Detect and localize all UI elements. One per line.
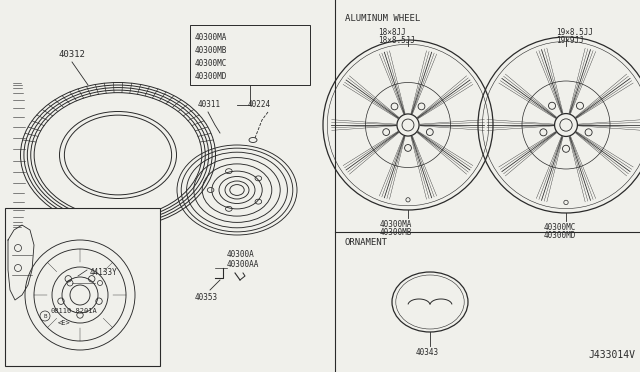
Text: 40300MA: 40300MA (380, 220, 412, 229)
Text: B: B (43, 314, 47, 318)
Text: 18×8JJ: 18×8JJ (378, 28, 406, 37)
Text: 44133Y: 44133Y (90, 268, 118, 277)
Text: 18×8.5JJ: 18×8.5JJ (378, 36, 415, 45)
Text: 40300MB: 40300MB (380, 228, 412, 237)
Text: 40300MC: 40300MC (544, 223, 577, 232)
Text: 40300MA: 40300MA (195, 33, 227, 42)
Text: 40312: 40312 (58, 50, 85, 59)
Ellipse shape (392, 272, 468, 332)
Text: ORNAMENT: ORNAMENT (345, 238, 388, 247)
Text: 19×9JJ: 19×9JJ (556, 36, 584, 45)
Text: 40300MC: 40300MC (195, 59, 227, 68)
Text: 40300A: 40300A (227, 250, 255, 259)
Text: 40300AA: 40300AA (227, 260, 259, 269)
Text: 19×8.5JJ: 19×8.5JJ (556, 28, 593, 37)
Text: 40300MD: 40300MD (544, 231, 577, 240)
Text: 40353: 40353 (195, 293, 218, 302)
Text: J433014V: J433014V (588, 350, 635, 360)
Text: 40300MB: 40300MB (195, 46, 227, 55)
Text: 40300MD: 40300MD (195, 72, 227, 81)
Bar (5, 208, 160, 366)
Text: 08110-8201A: 08110-8201A (50, 308, 97, 314)
Text: ALUMINUM WHEEL: ALUMINUM WHEEL (345, 14, 420, 23)
Text: 40343: 40343 (416, 348, 439, 357)
Text: 40224: 40224 (248, 100, 271, 109)
Bar (190, 25, 310, 85)
Text: 40311: 40311 (198, 100, 221, 109)
Text: <E>: <E> (58, 320, 71, 326)
